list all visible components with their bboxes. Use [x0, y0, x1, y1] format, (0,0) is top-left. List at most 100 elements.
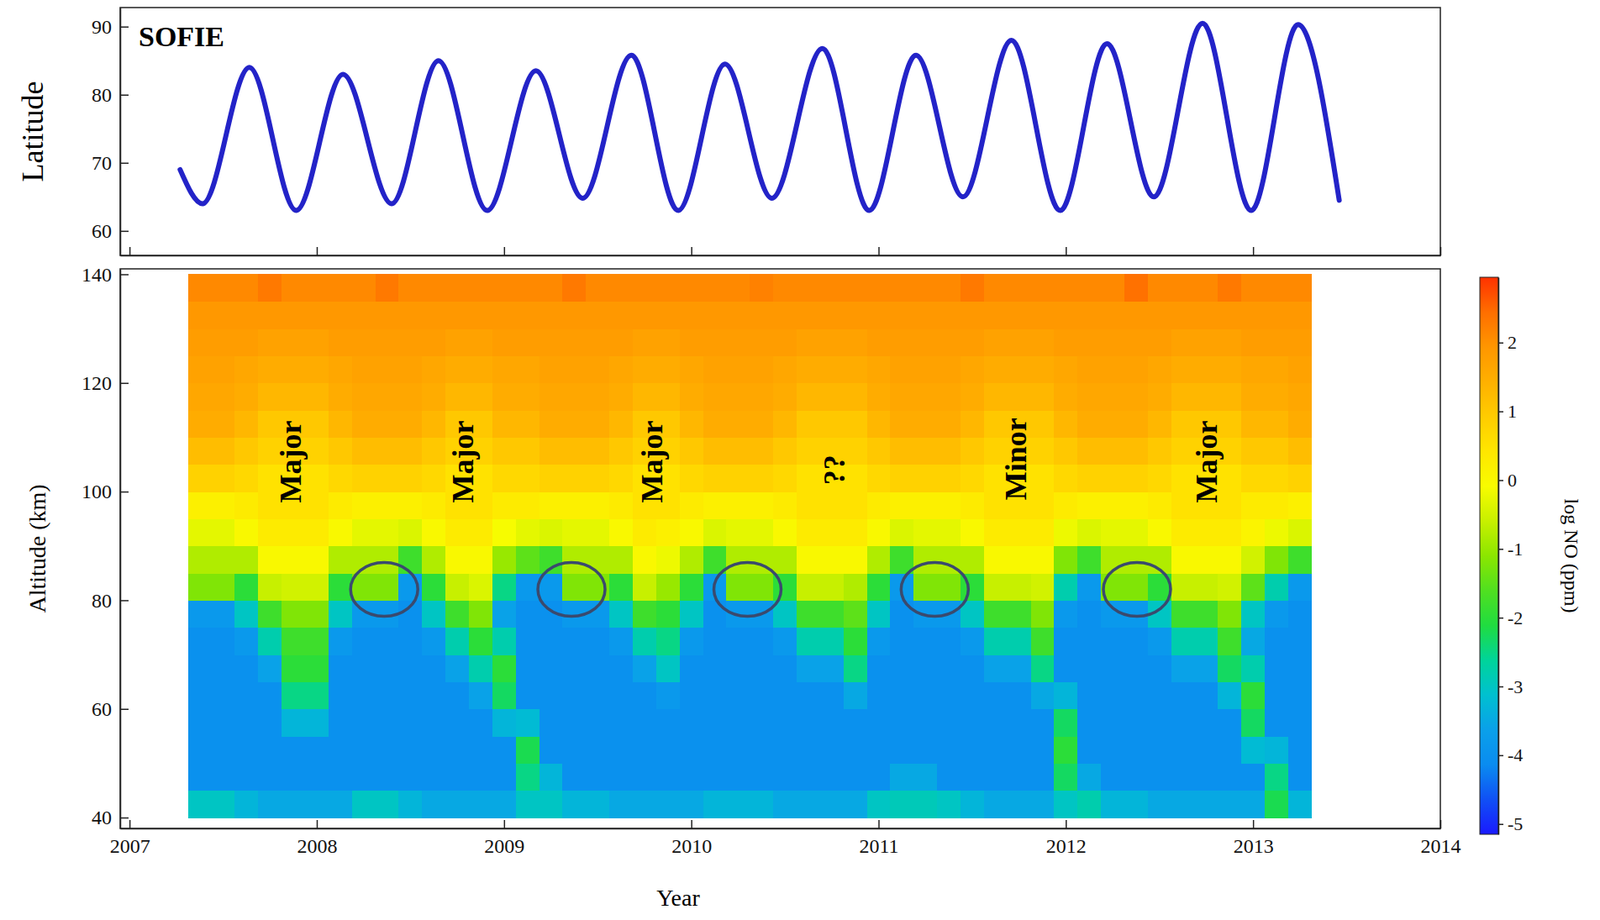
tick-mark: [120, 708, 129, 711]
heatmap-cell: [1288, 600, 1312, 628]
tick-mark: [120, 26, 129, 28]
heatmap-cell: [679, 436, 704, 465]
heatmap-cell: [820, 709, 844, 737]
heatmap-cell: [632, 600, 657, 628]
heatmap-cell: [211, 546, 236, 574]
heatmap-cell: [211, 383, 236, 411]
heatmap-cell: [1194, 763, 1219, 791]
heatmap-cell: [843, 383, 868, 411]
heatmap-cell: [726, 436, 750, 465]
heatmap-cell: [1100, 709, 1125, 737]
heatmap-cell: [492, 600, 516, 628]
heatmap-cell: [1053, 709, 1078, 737]
heatmap-cell: [515, 491, 540, 520]
heatmap-cell: [585, 546, 610, 574]
heatmap-cell: [328, 790, 353, 819]
tick: [1252, 247, 1254, 256]
heatmap-cell: [726, 627, 750, 656]
heatmap-cell: [188, 410, 212, 438]
tick: [878, 247, 879, 256]
heatmap-cell: [1053, 518, 1078, 547]
heatmap-cell: [843, 546, 868, 574]
heatmap-cell: [211, 736, 236, 764]
heatmap-cell: [1217, 573, 1242, 601]
heatmap-cell: [234, 518, 258, 547]
heatmap-cell: [539, 410, 564, 438]
heatmap-cell: [843, 355, 868, 384]
heatmap-cell: [1264, 410, 1289, 438]
tick: 0: [1498, 469, 1517, 491]
heatmap-cell: [889, 355, 914, 384]
heatmap-cell: [679, 328, 704, 357]
heatmap-cell: [1147, 763, 1172, 791]
heatmap-cell: [421, 573, 446, 601]
heatmap-cell: [1288, 410, 1312, 438]
tick-mark: [120, 491, 129, 494]
heatmap-cell: [1217, 736, 1242, 764]
heatmap-cell: [679, 736, 704, 764]
heatmap-cell: [1053, 627, 1078, 656]
heatmap-cell: [609, 410, 633, 438]
heatmap-cell: [234, 546, 258, 574]
heatmap-cell: [1194, 518, 1219, 547]
heatmap-cell: [1053, 681, 1078, 710]
heatmap-cell: [1288, 573, 1312, 601]
heatmap-cell: [1241, 627, 1265, 656]
tick-mark: [878, 247, 880, 256]
heatmap-cell: [398, 436, 422, 465]
tick: 2007: [110, 820, 151, 858]
heatmap-cell: [1053, 383, 1078, 411]
heatmap-cell: [1124, 654, 1148, 683]
heatmap-cell: [328, 681, 353, 710]
heatmap-cell: [352, 763, 376, 791]
heatmap-cell: [820, 301, 844, 330]
tick-label: 80: [91, 84, 112, 106]
tick-label: 60: [91, 698, 112, 721]
heatmap-cell: [960, 763, 985, 791]
heatmap-cell: [1217, 654, 1242, 683]
heatmap-cell: [1147, 410, 1172, 438]
heatmap-cell: [1124, 763, 1148, 791]
heatmap-cell: [749, 763, 774, 791]
heatmap-cell: [679, 709, 704, 737]
heatmap-cell: [1217, 600, 1242, 628]
heatmap-cell: [1100, 627, 1125, 656]
heatmap-cell: [632, 273, 657, 302]
heatmap-cell: [1264, 573, 1289, 601]
tick-label: 90: [91, 15, 112, 38]
heatmap-cell: [679, 383, 704, 411]
heatmap-cell: [445, 627, 469, 656]
heatmap-cell: [211, 301, 236, 330]
axis-line: [121, 255, 1442, 258]
heatmap-cell: [188, 681, 212, 710]
heatmap-cell: [375, 627, 400, 656]
tick: [1440, 247, 1442, 256]
heatmap-cell: [1147, 736, 1172, 764]
heatmap-cell: [703, 491, 727, 520]
heatmap-cell: [1147, 273, 1172, 302]
heatmap-cell: [656, 627, 680, 656]
heatmap-cell: [679, 355, 704, 384]
tick-label: -1: [1507, 538, 1523, 560]
heatmap-cell: [936, 383, 961, 411]
heatmap-cell: [468, 709, 493, 737]
heatmap-cell: [889, 681, 914, 710]
heatmap-cell: [1147, 301, 1172, 330]
heatmap-cell: [1124, 546, 1148, 574]
heatmap-cell: [562, 491, 586, 520]
heatmap-cell: [1241, 301, 1265, 330]
heatmap-cell: [539, 464, 564, 493]
heatmap-cell: [1031, 464, 1055, 493]
heatmap-cell: [234, 355, 258, 384]
heatmap-cell: [562, 654, 586, 683]
heatmap-cell: [726, 763, 750, 791]
heatmap-cell: [773, 328, 797, 357]
heatmap-cell: [679, 546, 704, 574]
heatmap-cell: [796, 600, 821, 628]
heatmap-cell: [328, 410, 353, 438]
heatmap-cell: [305, 709, 329, 737]
heatmap-cell: [562, 546, 586, 574]
heatmap-cell: [1053, 763, 1078, 791]
heatmap-cell: [726, 273, 750, 302]
heatmap-cell: [398, 518, 422, 547]
